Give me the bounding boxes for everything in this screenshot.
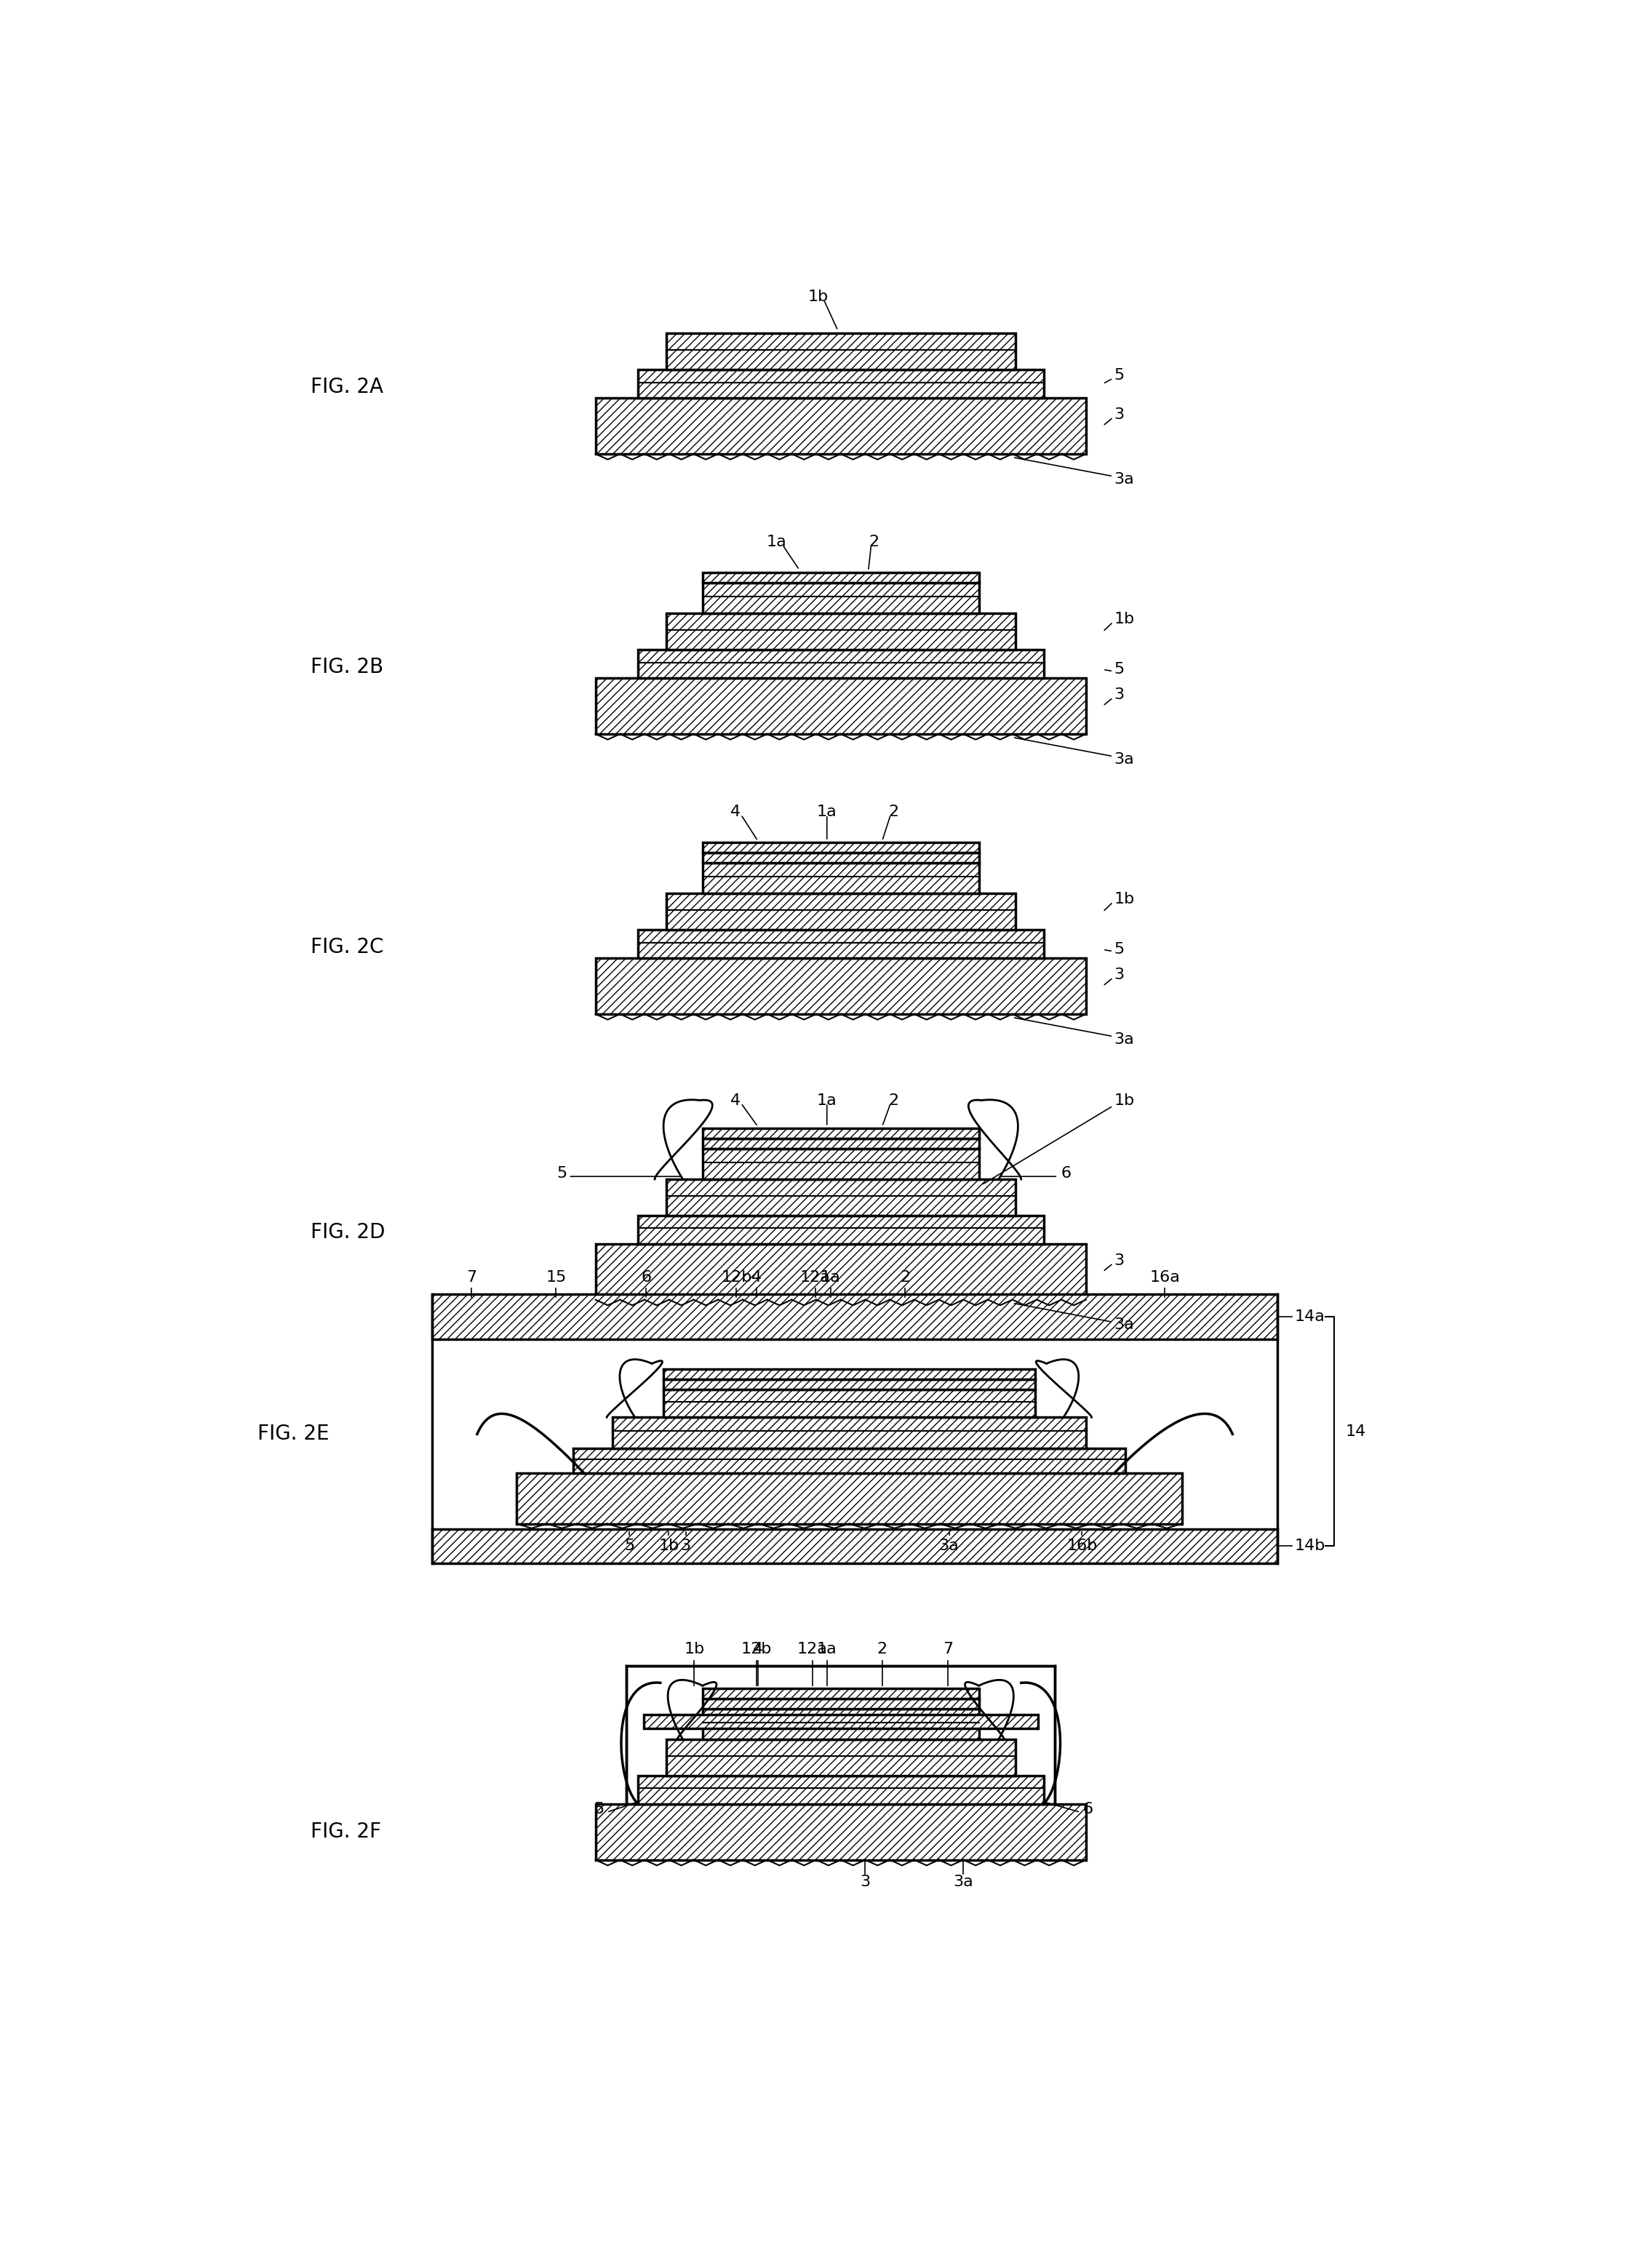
Text: 1a: 1a (821, 1269, 841, 1285)
Text: 12b: 12b (740, 1641, 771, 1657)
Text: 2: 2 (877, 1641, 887, 1657)
Text: 2: 2 (889, 1094, 899, 1108)
Text: 6: 6 (641, 1269, 651, 1285)
Bar (595, 957, 1085, 1013)
Bar (595, 1805, 1085, 1861)
Text: 3a: 3a (1113, 471, 1135, 487)
Text: 3a: 3a (938, 1538, 960, 1554)
Bar (613, 1417, 1085, 1448)
Text: 14b: 14b (1295, 1538, 1325, 1554)
Text: 16b: 16b (1067, 1538, 1097, 1554)
Text: FIG. 2E: FIG. 2E (258, 1424, 329, 1444)
Text: 1b: 1b (808, 289, 828, 305)
Text: 14: 14 (1345, 1424, 1366, 1439)
Text: 7: 7 (943, 1641, 953, 1657)
Bar (662, 1370, 1036, 1379)
Text: 4: 4 (730, 1094, 740, 1108)
Text: 3: 3 (1113, 408, 1125, 421)
Text: 3: 3 (681, 1538, 691, 1554)
Text: FIG. 2B: FIG. 2B (311, 657, 383, 677)
Text: 12a: 12a (798, 1641, 828, 1657)
Text: 1a: 1a (767, 534, 786, 549)
Text: 5: 5 (1113, 661, 1125, 677)
Bar (666, 614, 1016, 650)
Text: 6: 6 (1084, 1803, 1094, 1816)
Text: 1a: 1a (816, 1641, 838, 1657)
Text: 3a: 3a (953, 1874, 973, 1890)
Text: 1b: 1b (1113, 892, 1135, 906)
Bar (595, 1244, 1085, 1300)
Text: 1a: 1a (816, 1094, 838, 1108)
Text: 1b: 1b (684, 1641, 704, 1657)
Bar (702, 852, 980, 863)
Text: FIG. 2D: FIG. 2D (311, 1222, 385, 1242)
Bar (666, 1179, 1016, 1215)
Bar (638, 370, 1044, 397)
Text: 12b: 12b (720, 1269, 752, 1285)
Text: 3a: 3a (1113, 1318, 1135, 1332)
Bar (702, 1128, 980, 1139)
Text: 5: 5 (1113, 368, 1125, 383)
Bar (666, 1740, 1016, 1776)
Text: 3: 3 (1113, 688, 1125, 702)
Text: 5: 5 (1113, 942, 1125, 957)
Text: 16a: 16a (1150, 1269, 1180, 1285)
Bar (702, 863, 980, 895)
Text: 2: 2 (900, 1269, 910, 1285)
Text: 4: 4 (752, 1269, 762, 1285)
Text: FIG. 2A: FIG. 2A (311, 377, 383, 397)
Text: 1b: 1b (1113, 612, 1135, 626)
Text: 2: 2 (869, 534, 879, 549)
Bar (638, 1776, 1044, 1805)
Text: 5: 5 (624, 1538, 634, 1554)
Text: 3: 3 (1113, 969, 1125, 982)
Bar (638, 650, 1044, 677)
Bar (702, 1688, 980, 1699)
Bar (517, 1473, 1181, 1525)
Bar (702, 1148, 980, 1179)
Bar (595, 397, 1085, 453)
Bar (662, 1379, 1036, 1390)
Text: FIG. 2C: FIG. 2C (311, 937, 383, 957)
Text: 1a: 1a (816, 805, 838, 818)
Bar (662, 1390, 1036, 1417)
Bar (626, 1666, 1056, 1805)
Text: 7: 7 (466, 1269, 477, 1285)
Text: 2: 2 (889, 805, 899, 818)
Text: 5: 5 (593, 1803, 605, 1816)
Text: 1b: 1b (659, 1538, 679, 1554)
Bar (433, 1294, 1277, 1338)
Bar (595, 677, 1085, 733)
Text: 3: 3 (861, 1874, 871, 1890)
Text: 5: 5 (557, 1166, 567, 1182)
Bar (666, 895, 1016, 930)
Text: 14a: 14a (1295, 1309, 1325, 1323)
Bar (638, 930, 1044, 957)
Text: 12a: 12a (800, 1269, 831, 1285)
Bar (702, 1699, 980, 1708)
Bar (702, 572, 980, 583)
Text: 4: 4 (730, 805, 740, 818)
Text: 4: 4 (753, 1641, 763, 1657)
Bar (643, 1715, 1037, 1729)
Bar (702, 583, 980, 614)
Bar (638, 1215, 1044, 1244)
Bar (702, 1708, 980, 1740)
Text: 3a: 3a (1113, 751, 1135, 767)
Bar (666, 334, 1016, 370)
Bar (433, 1529, 1277, 1563)
Text: 3a: 3a (1113, 1031, 1135, 1047)
Text: 6: 6 (1061, 1166, 1070, 1182)
Bar (573, 1448, 1125, 1473)
Text: FIG. 2F: FIG. 2F (311, 1823, 382, 1843)
Bar (702, 843, 980, 852)
Text: 15: 15 (545, 1269, 567, 1285)
Text: 3: 3 (1113, 1253, 1125, 1267)
Bar (702, 1139, 980, 1148)
Text: 1b: 1b (1113, 1094, 1135, 1108)
